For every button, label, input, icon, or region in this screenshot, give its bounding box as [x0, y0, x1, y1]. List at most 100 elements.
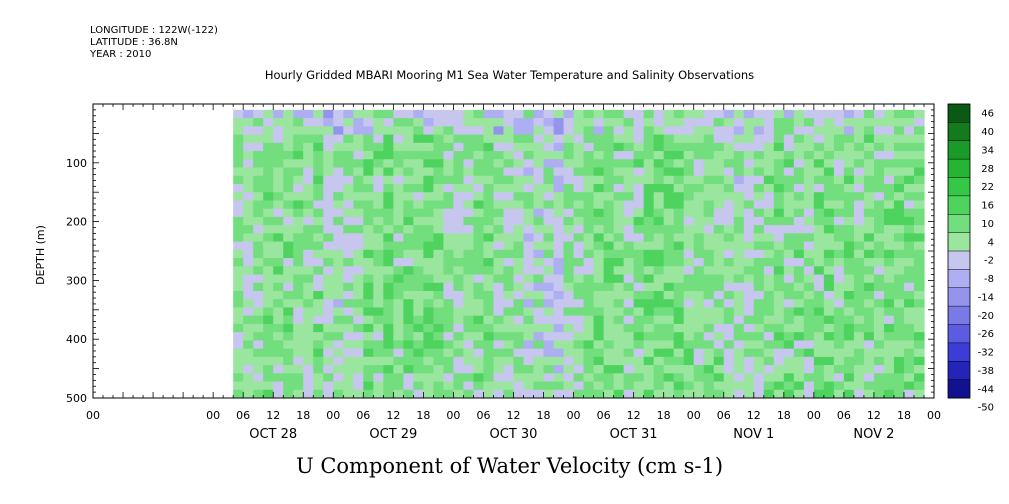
heatmap-cell	[533, 348, 545, 358]
heatmap-cell	[463, 307, 475, 317]
heatmap-cell	[383, 225, 394, 234]
heatmap-cell	[343, 200, 354, 210]
heatmap-cell	[393, 208, 404, 218]
heatmap-cell	[483, 348, 495, 358]
heatmap-cell	[313, 290, 324, 300]
heatmap-cell	[773, 118, 785, 127]
heatmap-cell	[893, 151, 905, 160]
heatmap-cell	[393, 233, 404, 243]
heatmap-cell	[753, 373, 765, 383]
heatmap-cell	[893, 233, 905, 243]
heatmap-cell	[633, 225, 645, 234]
heatmap-cell	[763, 290, 775, 300]
heatmap-cell	[763, 126, 775, 136]
heatmap-cell	[693, 233, 705, 243]
heatmap-cell	[273, 389, 284, 398]
heatmap-cell	[283, 175, 294, 185]
heatmap-cell	[733, 266, 745, 276]
heatmap-cell	[743, 299, 755, 309]
heatmap-cell	[793, 175, 805, 185]
heatmap-cell	[233, 365, 244, 374]
heatmap-cell	[433, 126, 445, 136]
heatmap-cell	[843, 225, 855, 234]
heatmap-cell	[763, 307, 775, 317]
heatmap-cell	[233, 225, 244, 234]
heatmap-cell	[553, 118, 565, 127]
heatmap-cell	[553, 266, 565, 276]
heatmap-cell	[323, 323, 334, 333]
heatmap-cell	[283, 365, 294, 374]
heatmap-cell	[883, 323, 895, 333]
heatmap-cell	[423, 340, 434, 350]
heatmap-cell	[553, 365, 565, 374]
heatmap-cell	[823, 348, 835, 358]
heatmap-cell	[653, 151, 665, 160]
heatmap-cell	[523, 266, 535, 276]
heatmap-cell	[323, 307, 334, 317]
heatmap-cell	[853, 175, 865, 185]
heatmap-cell	[293, 200, 304, 210]
heatmap-cell	[713, 109, 725, 119]
heatmap-cell	[763, 134, 775, 144]
heatmap-cell	[663, 266, 675, 276]
heatmap-cell	[583, 151, 595, 160]
heatmap-cell	[383, 159, 394, 169]
heatmap-cell	[273, 282, 284, 292]
heatmap-cell	[363, 290, 374, 300]
heatmap-cell	[443, 373, 455, 383]
heatmap-cell	[433, 118, 445, 127]
heatmap-cell	[283, 249, 294, 259]
heatmap-cell	[353, 282, 364, 292]
heatmap-cell	[843, 323, 855, 333]
heatmap-cell	[253, 200, 264, 210]
heatmap-cell	[673, 192, 685, 202]
heatmap-cell	[863, 192, 875, 202]
heatmap-cell	[813, 348, 825, 358]
heatmap-cell	[453, 290, 465, 300]
heatmap-cell	[413, 381, 424, 391]
heatmap-cell	[723, 216, 735, 226]
heatmap-cell	[773, 290, 785, 300]
heatmap-cell	[413, 175, 424, 185]
heatmap-cell	[293, 249, 304, 259]
heatmap-cell	[623, 175, 635, 185]
heatmap-cell	[553, 183, 565, 193]
heatmap-cell	[653, 175, 665, 185]
y-axis-label: DEPTH (m)	[34, 225, 47, 285]
heatmap-cell	[683, 167, 695, 177]
heatmap-cell	[693, 208, 705, 218]
heatmap-cell	[613, 332, 625, 341]
heatmap-cell	[903, 307, 915, 317]
heatmap-cell	[313, 332, 324, 341]
heatmap-cell	[563, 134, 575, 144]
heatmap-cell	[873, 216, 885, 226]
heatmap-cell	[263, 118, 274, 127]
heatmap-cell	[693, 109, 705, 119]
heatmap-cell	[673, 258, 685, 267]
heatmap-cell	[793, 290, 805, 300]
x-tick-label: 12	[867, 409, 881, 422]
heatmap-cell	[493, 151, 505, 160]
heatmap-cell	[853, 299, 865, 309]
heatmap-cell	[863, 348, 875, 358]
heatmap-cell	[353, 307, 364, 317]
heatmap-cell	[723, 192, 735, 202]
heatmap-cell	[423, 348, 434, 358]
heatmap-cell	[233, 175, 244, 185]
heatmap-cell	[693, 356, 705, 366]
heatmap-cell	[633, 348, 645, 358]
heatmap-cell	[833, 175, 845, 185]
heatmap-cell	[423, 258, 434, 267]
heatmap-cell	[593, 216, 605, 226]
heatmap-cell	[493, 323, 505, 333]
heatmap-cell	[273, 348, 284, 358]
heatmap-cell	[913, 356, 925, 366]
heatmap-cell	[273, 315, 284, 325]
heatmap-cell	[523, 299, 535, 309]
heatmap-cell	[553, 332, 565, 341]
heatmap-cell	[813, 389, 825, 398]
heatmap-cell	[483, 216, 495, 226]
heatmap-cell	[613, 290, 625, 300]
heatmap-cell	[893, 274, 905, 284]
heatmap-cell	[323, 118, 334, 127]
